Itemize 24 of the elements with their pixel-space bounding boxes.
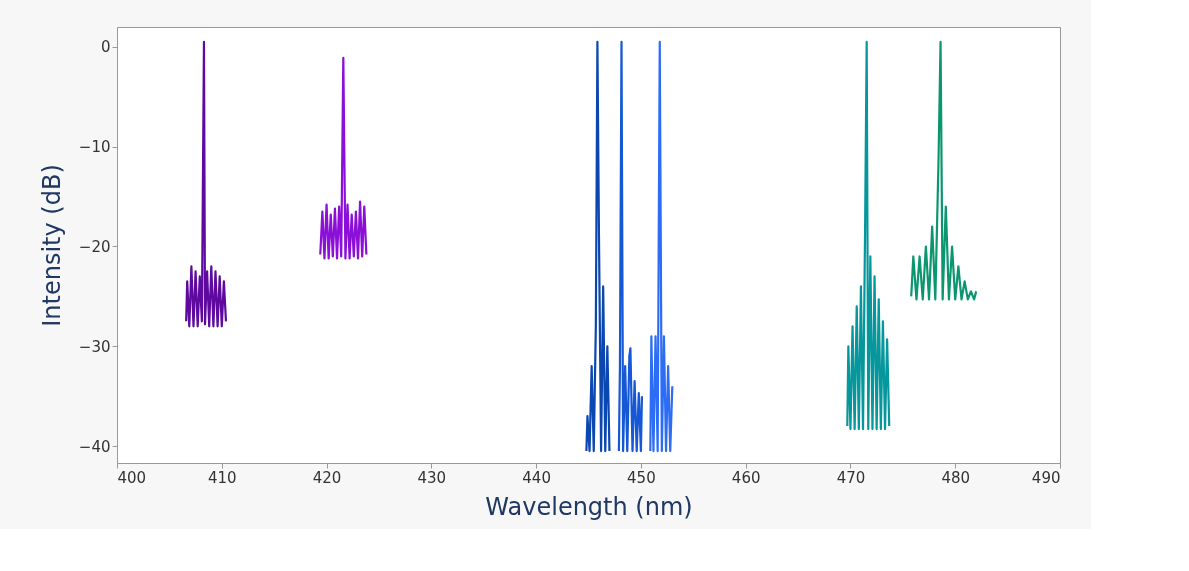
x-tick-label: 470 bbox=[836, 468, 866, 487]
x-tick-label: 490 bbox=[1031, 468, 1061, 487]
y-axis-title: Intensity (dB) bbox=[37, 164, 66, 327]
line-series bbox=[319, 56, 368, 260]
line-series bbox=[585, 40, 611, 453]
line-series bbox=[649, 40, 674, 453]
y-tick-label: −30 bbox=[78, 337, 111, 356]
x-axis-title: Wavelength (nm) bbox=[485, 492, 693, 521]
x-tick-label: 420 bbox=[312, 468, 342, 487]
y-tick-label: −10 bbox=[78, 138, 111, 157]
line-series bbox=[910, 40, 978, 301]
x-tick-label: 450 bbox=[627, 468, 656, 487]
x-tick-label: 460 bbox=[731, 468, 761, 487]
line-series bbox=[185, 40, 228, 328]
x-tick-label: 430 bbox=[417, 468, 447, 487]
y-tick-label: 0 bbox=[100, 38, 111, 57]
line-series bbox=[846, 40, 891, 431]
y-tick-label: −40 bbox=[78, 437, 111, 456]
x-tick-label: 440 bbox=[522, 468, 551, 487]
x-tick-label: 400 bbox=[117, 468, 147, 487]
line-series bbox=[617, 40, 644, 453]
x-tick-label: 480 bbox=[941, 468, 971, 487]
x-tick-label: 410 bbox=[207, 468, 237, 487]
y-tick-label: −20 bbox=[78, 238, 111, 256]
